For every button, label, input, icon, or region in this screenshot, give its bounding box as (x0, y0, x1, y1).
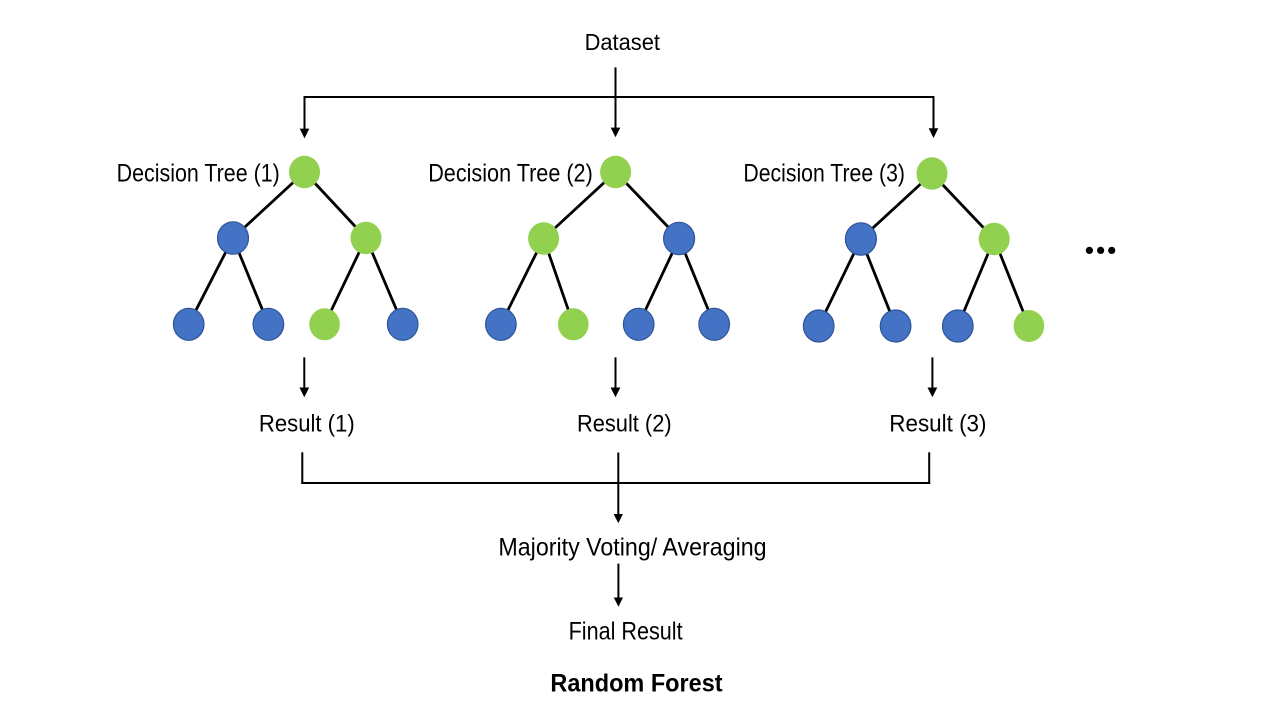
svg-text:Final Result: Final Result (569, 619, 683, 646)
svg-text:Decision Tree (3): Decision Tree (3) (743, 161, 905, 188)
svg-text:Majority Voting/ Averaging: Majority Voting/ Averaging (498, 534, 766, 562)
svg-text:Dataset: Dataset (585, 29, 661, 55)
svg-text:Result (3): Result (3) (889, 411, 986, 438)
svg-text:Result (2): Result (2) (577, 411, 672, 438)
svg-text:Result (1): Result (1) (259, 411, 355, 438)
svg-text:Random Forest: Random Forest (550, 669, 723, 697)
svg-text:Decision Tree (1): Decision Tree (1) (117, 161, 280, 188)
svg-text:Decision Tree (2): Decision Tree (2) (428, 161, 593, 188)
